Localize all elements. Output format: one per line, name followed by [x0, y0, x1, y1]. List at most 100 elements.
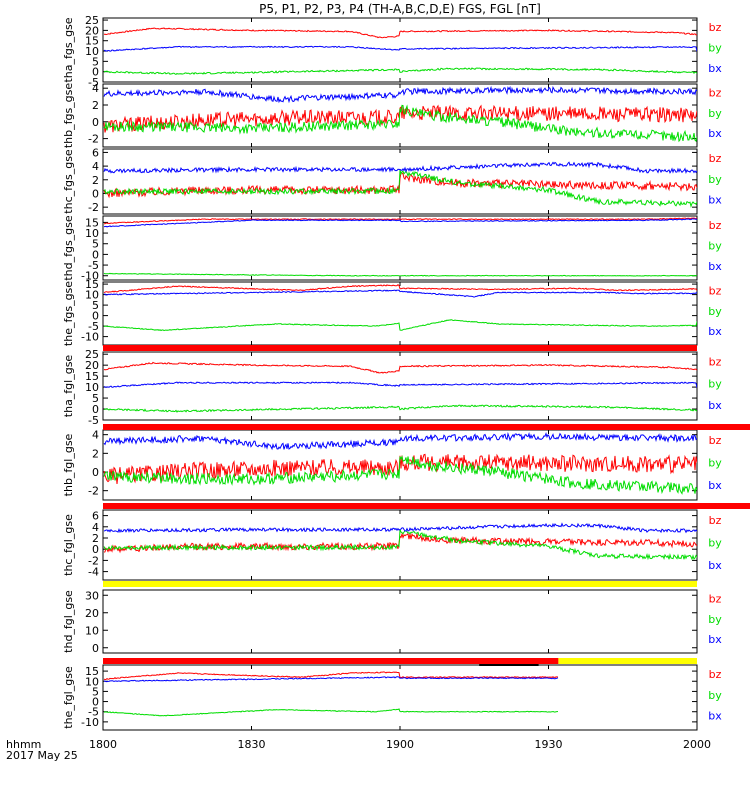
y-axis-label: thc_fgl_gse	[62, 514, 75, 576]
legend-by: by	[708, 173, 722, 186]
y-tick-label: 15	[85, 216, 99, 229]
series-line-bz	[103, 172, 697, 199]
panel-thb_fgs_gse: -2 0 2 4 thb_fgs_gse bz by bx	[62, 82, 722, 148]
y-tick-label: 10	[85, 289, 99, 302]
x-tick-label: 1930	[535, 738, 563, 751]
y-tick-label: -5	[88, 414, 99, 427]
y-tick-label: -5	[88, 706, 99, 719]
y-axis-label: thd_fgs_gse	[62, 215, 75, 281]
status-bar-thc_fgl_gse	[103, 581, 697, 587]
series-line-bx	[103, 431, 697, 451]
series-line-by	[103, 169, 697, 208]
status-bar-the_fgs_gse	[103, 345, 697, 351]
chart-title: P5, P1, P2, P3, P4 (TH-A,B,C,D,E) FGS, F…	[259, 2, 541, 16]
y-tick-label: -2	[88, 554, 99, 567]
x-axis: 1800 1830 1900 1930 2000	[89, 738, 711, 751]
series-line-bz	[103, 27, 697, 39]
legend-bx: bx	[708, 127, 722, 140]
y-axis-label: the_fgs_gse	[62, 281, 75, 346]
y-tick-label: 6	[92, 510, 99, 523]
status-bar-thb_fgl_gse	[103, 503, 750, 509]
y-tick-label: 0	[92, 66, 99, 79]
legend-bz: bz	[709, 593, 722, 606]
status-bars	[103, 345, 750, 666]
y-tick-label: 25	[85, 348, 99, 361]
legend-bx: bx	[708, 633, 722, 646]
series-line-by	[103, 455, 697, 495]
y-axis-label: thb_fgl_gse	[62, 433, 75, 496]
y-tick-label: -10	[81, 716, 99, 729]
legend-by: by	[708, 377, 722, 390]
y-axis-label: tha_fgs_gse	[62, 17, 75, 82]
series-line-bz	[103, 361, 697, 374]
y-tick-label: 0	[92, 116, 99, 129]
y-axis-label: thc_fgs_gse	[62, 149, 75, 214]
y-tick-label: 4	[92, 521, 99, 534]
y-tick-label: -5	[88, 259, 99, 272]
series-line-bx	[103, 381, 697, 388]
legend-bx: bx	[708, 479, 722, 492]
status-segment	[103, 424, 750, 430]
y-tick-label: 4	[92, 429, 99, 442]
y-tick-label: 15	[85, 370, 99, 383]
y-tick-label: 5	[92, 55, 99, 68]
status-segment	[103, 345, 697, 351]
x-tick-label: 1800	[89, 738, 117, 751]
y-tick-label: 0	[92, 696, 99, 709]
y-tick-label: 5	[92, 299, 99, 312]
legend-bz: bz	[709, 152, 722, 165]
y-axis-label: tha_fgl_gse	[62, 355, 75, 418]
series-line-bx	[103, 85, 697, 104]
series-line-bz	[104, 217, 697, 225]
panel-frame	[102, 215, 698, 281]
x-tick-label: 2000	[683, 738, 711, 751]
y-tick-label: -2	[88, 201, 99, 214]
legend-by: by	[708, 107, 722, 120]
y-tick-label: 15	[85, 278, 99, 291]
y-tick-label: 0	[92, 403, 99, 416]
series-line-by	[103, 67, 697, 75]
legend-by: by	[708, 305, 722, 318]
legend-bx: bx	[708, 559, 722, 572]
legend-bz: bz	[709, 514, 722, 527]
y-tick-label: 10	[85, 381, 99, 394]
time-unit-label: hhmm	[6, 738, 41, 751]
legend-bx: bx	[708, 62, 722, 75]
y-tick-label: 0	[92, 543, 99, 556]
y-tick-label: 10	[85, 675, 99, 688]
legend-bz: bz	[709, 285, 722, 298]
legend-bx: bx	[708, 399, 722, 412]
y-tick-label: 10	[85, 45, 99, 58]
y-tick-label: 5	[92, 238, 99, 251]
y-tick-label: 2	[92, 174, 99, 187]
y-tick-label: -2	[88, 485, 99, 498]
y-tick-label: 2	[92, 532, 99, 545]
y-tick-label: 25	[85, 14, 99, 27]
legend-by: by	[708, 689, 722, 702]
y-tick-label: 0	[92, 310, 99, 323]
y-tick-label: -2	[88, 133, 99, 146]
y-tick-label: 0	[92, 642, 99, 655]
legend-by: by	[708, 613, 722, 626]
series-line-bx	[103, 45, 697, 52]
date-label: 2017 May 25	[6, 749, 78, 762]
status-segment	[558, 658, 697, 664]
series-line-bx	[103, 289, 697, 298]
series-line-bz	[103, 284, 697, 293]
y-tick-label: -5	[88, 320, 99, 333]
legend-bx: bx	[708, 194, 722, 207]
series-line-by	[103, 708, 559, 717]
x-tick-label: 1830	[238, 738, 266, 751]
y-tick-label: 10	[85, 227, 99, 240]
series-line-bz	[103, 453, 697, 485]
y-tick-label: 10	[85, 624, 99, 637]
y-tick-label: 15	[85, 665, 99, 678]
legend-by: by	[708, 239, 722, 252]
